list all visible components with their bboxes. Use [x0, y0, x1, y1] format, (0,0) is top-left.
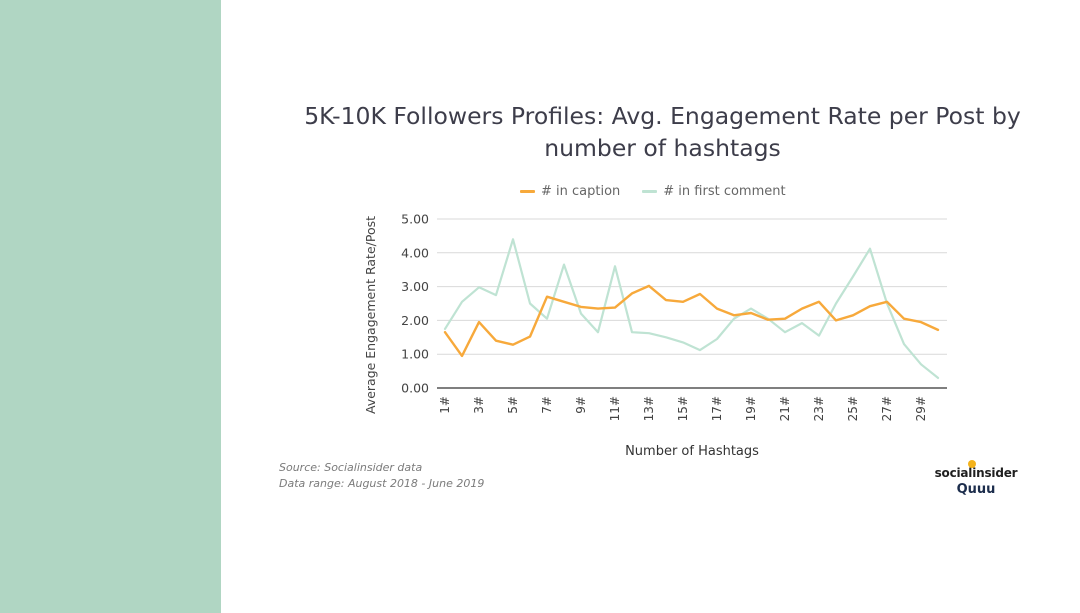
y-axis-label: Average Engagement Rate/Post — [363, 216, 378, 414]
data-range-text: Data range: August 2018 - June 2019 — [279, 477, 485, 490]
brand-logo: socialinsider Quuu — [924, 460, 1028, 497]
y-tick-label: 1.00 — [401, 347, 429, 362]
x-tick-labels: 1# 3# 5# 7# 9# 11# 13# 15# 17# 19# 21# 23# 25# 27# 29# — [438, 396, 928, 421]
source-text: Source: Socialinsider data — [279, 461, 423, 474]
legend-swatch-first-comment — [642, 189, 658, 193]
y-tick-label: 2.00 — [401, 313, 429, 328]
x-tick-label: 7# — [540, 396, 554, 414]
legend-label-first-comment: # in first comment — [663, 183, 786, 199]
x-tick-label: 21# — [778, 396, 792, 421]
legend-item-first-comment: # in first comment — [642, 183, 786, 199]
x-axis-label: Number of Hashtags — [625, 444, 759, 459]
legend-swatch-caption — [520, 189, 535, 193]
y-tick-label: 0.00 — [401, 381, 429, 396]
series-lines — [443, 238, 940, 379]
x-tick-label: 19# — [744, 396, 758, 421]
x-tick-label: 11# — [608, 396, 622, 421]
x-tick-label: 3# — [472, 396, 486, 414]
x-tick-label: 5# — [506, 396, 520, 414]
legend-item-caption: # in caption — [520, 184, 620, 199]
x-tick-label: 29# — [914, 396, 928, 421]
brand-quuu: Quuu — [956, 482, 996, 497]
y-tick-labels: 0.00 1.00 2.00 3.00 4.00 5.00 — [401, 212, 429, 396]
x-tick-label: 27# — [880, 396, 894, 421]
x-tick-label: 9# — [574, 396, 588, 414]
series-line-first-comment — [443, 238, 940, 379]
brand-dot-icon — [968, 460, 976, 468]
gridlines — [437, 218, 947, 389]
x-tick-label: 23# — [812, 396, 826, 421]
brand-socialinsider-text: socialinsider — [934, 466, 1018, 480]
chart-legend: # in caption # in first comment — [520, 182, 786, 200]
y-tick-label: 4.00 — [401, 245, 429, 260]
series-line-caption — [443, 284, 940, 358]
x-tick-label: 13# — [642, 396, 656, 421]
x-tick-label: 15# — [676, 396, 690, 421]
source-note: Source: Socialinsider data Data range: A… — [279, 460, 484, 492]
x-tick-label: 17# — [710, 396, 724, 421]
chart-title: 5K-10K Followers Profiles: Avg. Engageme… — [304, 102, 1021, 162]
y-tick-label: 3.00 — [401, 279, 429, 294]
y-tick-label: 5.00 — [401, 212, 429, 227]
x-tick-label: 25# — [846, 396, 860, 421]
x-tick-label: 1# — [438, 396, 452, 414]
brand-socialinsider: socialinsider — [924, 460, 1028, 480]
legend-label-caption: # in caption — [541, 183, 621, 199]
left-decorative-band — [0, 0, 221, 613]
